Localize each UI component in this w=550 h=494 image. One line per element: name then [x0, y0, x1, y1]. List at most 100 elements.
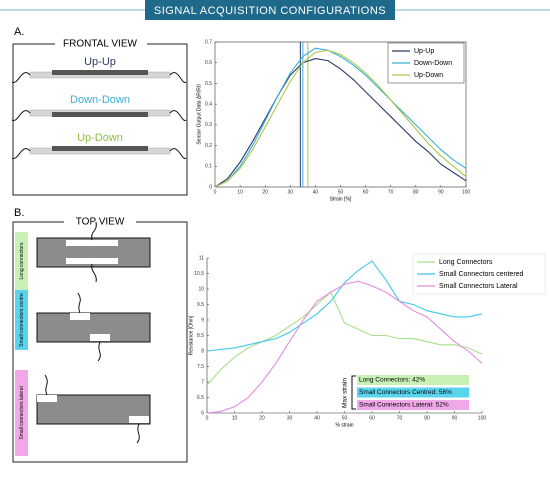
x-tick-label: 70: [388, 189, 394, 195]
x-tick-label: 0: [206, 415, 209, 421]
x-tick-label: 80: [413, 189, 419, 195]
y-tick-label: 9.5: [197, 302, 204, 308]
y-tick-label: 10: [198, 286, 204, 292]
connector: [70, 313, 90, 320]
header-bar: [145, 0, 395, 20]
annotation-text: Small Connectors Centred: 56%: [359, 389, 452, 396]
header-title: SIGNAL ACQUISITION CONFIGURATIONS: [154, 5, 386, 17]
side-tag: [15, 232, 28, 290]
x-tick-label: 0: [214, 189, 217, 195]
wire: [169, 110, 187, 121]
x-axis-title: Strain [%]: [330, 196, 352, 202]
y-tick-label: 0: [209, 184, 212, 190]
wire: [91, 263, 97, 283]
x-tick-label: 20: [262, 189, 268, 195]
wire: [97, 341, 101, 362]
conductor: [52, 70, 148, 75]
series-line: [214, 58, 467, 188]
x-tick-label: 30: [288, 189, 294, 195]
y-tick-label: 10.5: [194, 271, 204, 277]
box-title-bg: [64, 215, 136, 228]
connector: [129, 416, 149, 423]
series-line: [214, 47, 467, 188]
series-line: [214, 49, 467, 188]
connector: [37, 395, 57, 402]
legend-label: Small Connectors Lateral: [439, 283, 518, 290]
x-tick-label: 80: [424, 415, 430, 421]
y-tick-label: 0.7: [205, 39, 212, 45]
conductor: [52, 112, 148, 117]
y-tick-label: 8: [201, 348, 204, 354]
y-tick-label: 0.1: [205, 164, 212, 170]
annotation-chip: [357, 387, 469, 398]
x-tick-label: 30: [287, 415, 293, 421]
legend-label: Up-Up: [414, 48, 434, 55]
wire: [169, 148, 187, 159]
side-label: Small connectors lateral: [19, 386, 25, 439]
wire: [169, 72, 187, 83]
wire: [44, 374, 48, 396]
x-tick-label: 50: [342, 415, 348, 421]
diagram-label: Up-Down: [77, 132, 123, 144]
side-tag: [15, 370, 28, 456]
y-axis-title: Resistance [Ohm]: [188, 315, 194, 355]
side-label: Small connectors centre: [19, 293, 25, 347]
x-tick-label: 60: [363, 189, 369, 195]
wire: [11, 110, 31, 121]
x-tick-label: 20: [259, 415, 265, 421]
series-line: [206, 291, 483, 386]
x-tick-label: 40: [314, 415, 320, 421]
y-tick-label: 0.4: [205, 101, 212, 107]
x-tick-label: 90: [438, 189, 444, 195]
y-tick-label: 9: [201, 317, 204, 323]
legend-label: Long Connectors: [439, 259, 493, 266]
x-tick-label: 10: [232, 415, 238, 421]
annotation-title: Max strain: [342, 378, 349, 408]
x-tick-label: 70: [397, 415, 403, 421]
box-title: TOP VIEW: [76, 217, 125, 228]
panel-label: A.: [14, 26, 24, 38]
side-tag: [15, 290, 28, 350]
x-tick-label: 10: [237, 189, 243, 195]
y-tick-label: 8.5: [197, 333, 204, 339]
wire: [77, 292, 81, 314]
x-axis-title: % strain: [335, 422, 353, 428]
legend-label: Up-Down: [414, 72, 443, 79]
x-tick-label: 50: [338, 189, 344, 195]
annotation-chip: [357, 375, 469, 385]
x-tick-label: 90: [452, 415, 458, 421]
x-tick-label: 60: [369, 415, 375, 421]
annotation-chip: [357, 400, 469, 410]
y-tick-label: 0.5: [205, 81, 212, 87]
series-line: [206, 260, 483, 352]
wire: [91, 221, 97, 241]
annotation-text: Small Connectors Lateral: 52%: [359, 402, 449, 409]
y-tick-label: 6.5: [197, 395, 204, 401]
wire: [11, 72, 31, 83]
y-tick-label: 0.2: [205, 143, 212, 149]
side-label: Long connectors: [19, 242, 25, 279]
connector: [90, 334, 110, 341]
annotation-text: Long Connectors: 42%: [359, 377, 425, 384]
connector: [66, 240, 118, 246]
box-title-bg: [55, 37, 147, 50]
connector: [66, 258, 118, 264]
y-tick-label: 7.5: [197, 364, 204, 370]
wire: [11, 148, 31, 159]
conductor: [52, 146, 148, 151]
series-line: [206, 280, 483, 414]
x-tick-label: 100: [462, 189, 471, 195]
panel-label: B.: [14, 207, 24, 219]
diagram-label: Up-Up: [84, 56, 116, 68]
x-tick-label: 100: [478, 415, 487, 421]
y-tick-label: 11: [199, 255, 204, 261]
legend-label: Down-Down: [414, 60, 452, 67]
y-axis-title: Sensor Output Data ΔR/R0: [196, 84, 202, 145]
y-tick-label: 6: [201, 410, 204, 416]
wire: [136, 423, 140, 444]
y-tick-label: 7: [201, 379, 204, 385]
legend-label: Small Connectors centered: [439, 271, 524, 278]
y-tick-label: 0.6: [205, 60, 212, 66]
